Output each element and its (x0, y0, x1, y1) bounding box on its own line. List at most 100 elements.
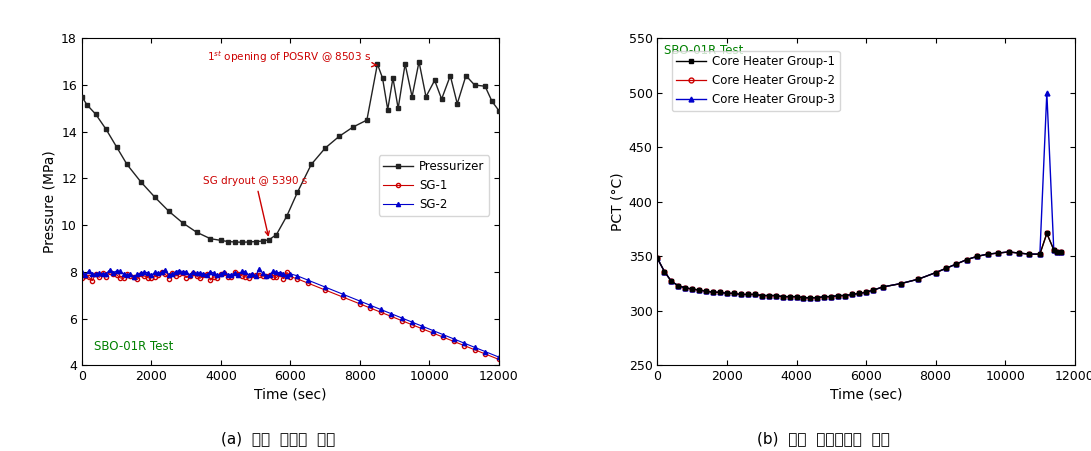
Core Heater Group-3 (763, 293, 776, 298)
Core Heater Group-2 (804, 295, 817, 300)
Pressurizer (485, 99, 499, 104)
Core Heater Group-1 (686, 286, 699, 292)
Core Heater Group-2 (877, 284, 890, 290)
Core Heater Group-1 (1023, 252, 1036, 257)
Core Heater Group-2 (981, 252, 994, 257)
Pressurizer (99, 127, 112, 132)
Pressurizer (459, 73, 472, 78)
Pressurizer (398, 61, 411, 67)
Core Heater Group-2 (790, 294, 803, 299)
Core Heater Group-1 (860, 290, 873, 295)
Core Heater Group-2 (1047, 247, 1060, 253)
Pressurizer (392, 106, 405, 111)
Core Heater Group-2 (796, 295, 810, 300)
Pressurizer (204, 236, 217, 241)
Core Heater Group-1 (769, 293, 782, 298)
Core Heater Group-1 (1054, 249, 1067, 255)
Core Heater Group-1 (825, 294, 838, 299)
Core Heater Group-1 (992, 250, 1005, 256)
Pressurizer (81, 102, 94, 108)
Core Heater Group-2 (1012, 250, 1026, 256)
Pressurizer (75, 94, 88, 99)
Core Heater Group-3 (1002, 249, 1015, 255)
Core Heater Group-3 (950, 261, 963, 267)
Core Heater Group-2 (831, 293, 844, 298)
Core Heater Group-1 (971, 253, 984, 259)
Core Heater Group-3 (1051, 249, 1064, 255)
Core Heater Group-2 (651, 256, 664, 261)
Core Heater Group-1 (852, 290, 865, 296)
Core Heater Group-2 (748, 292, 762, 297)
Core Heater Group-3 (877, 284, 890, 290)
Text: (a)  계통  압력의  변화: (a) 계통 압력의 변화 (221, 432, 335, 446)
Core Heater Group-3 (769, 293, 782, 298)
Y-axis label: Pressure (MPa): Pressure (MPa) (43, 151, 57, 253)
Pressurizer (249, 239, 262, 244)
Core Heater Group-3 (811, 295, 824, 300)
Core Heater Group-3 (679, 285, 692, 290)
Core Heater Group-3 (699, 289, 712, 294)
Text: SBO-01R Test: SBO-01R Test (94, 340, 173, 353)
SG-1 (492, 357, 505, 362)
Core Heater Group-3 (981, 252, 994, 257)
Core Heater Group-2 (852, 290, 865, 296)
Text: (b)  노심  최대온도의  변화: (b) 노심 최대온도의 변화 (757, 432, 890, 446)
SG-2 (492, 354, 505, 360)
SG-1 (277, 276, 290, 281)
Pressurizer (134, 179, 147, 184)
Core Heater Group-1 (707, 290, 720, 295)
Core Heater Group-3 (720, 290, 733, 296)
Core Heater Group-3 (664, 279, 678, 284)
Core Heater Group-2 (720, 290, 733, 296)
Core Heater Group-3 (866, 287, 879, 293)
Y-axis label: PCT (°C): PCT (°C) (611, 173, 624, 231)
Pressurizer (190, 230, 203, 235)
SG-1 (187, 271, 200, 276)
Core Heater Group-3 (796, 295, 810, 300)
Pressurizer (428, 78, 441, 83)
Pressurizer (256, 238, 269, 244)
Core Heater Group-1 (877, 284, 890, 290)
Core Heater Group-1 (818, 294, 831, 299)
Core Heater Group-1 (831, 293, 844, 298)
Core Heater Group-2 (1033, 252, 1046, 257)
SG-2 (187, 269, 200, 275)
Line: SG-1: SG-1 (80, 270, 501, 362)
Pressurizer (304, 162, 317, 167)
Core Heater Group-2 (825, 294, 838, 299)
Core Heater Group-3 (852, 290, 865, 296)
Line: Core Heater Group-1: Core Heater Group-1 (655, 231, 1063, 300)
Core Heater Group-3 (804, 295, 817, 300)
Text: SBO-01R Test: SBO-01R Test (664, 44, 744, 56)
SG-1 (190, 273, 203, 279)
Core Heater Group-3 (714, 290, 727, 295)
Core Heater Group-3 (895, 281, 908, 286)
Core Heater Group-3 (860, 290, 873, 295)
Core Heater Group-2 (860, 290, 873, 295)
Core Heater Group-3 (1012, 250, 1026, 256)
Core Heater Group-1 (930, 270, 943, 276)
SG-1 (155, 269, 168, 274)
Pressurizer (386, 75, 399, 81)
Core Heater Group-3 (783, 294, 796, 299)
Core Heater Group-3 (707, 290, 720, 295)
Core Heater Group-3 (818, 294, 831, 299)
Core Heater Group-3 (776, 294, 789, 299)
Core Heater Group-2 (992, 250, 1005, 256)
Pressurizer (110, 144, 123, 150)
Core Heater Group-1 (763, 293, 776, 298)
SG-2 (277, 271, 290, 276)
Core Heater Group-1 (811, 295, 824, 300)
Core Heater Group-2 (769, 293, 782, 298)
Core Heater Group-2 (776, 294, 789, 299)
Core Heater Group-2 (693, 287, 706, 293)
Pressurizer (419, 94, 432, 99)
Core Heater Group-1 (728, 290, 741, 296)
Core Heater Group-3 (992, 250, 1005, 256)
Pressurizer (242, 239, 255, 245)
Core Heater Group-3 (912, 276, 925, 282)
Core Heater Group-1 (939, 266, 952, 271)
Core Heater Group-3 (755, 293, 768, 298)
Core Heater Group-1 (720, 290, 733, 296)
Core Heater Group-1 (714, 290, 727, 295)
